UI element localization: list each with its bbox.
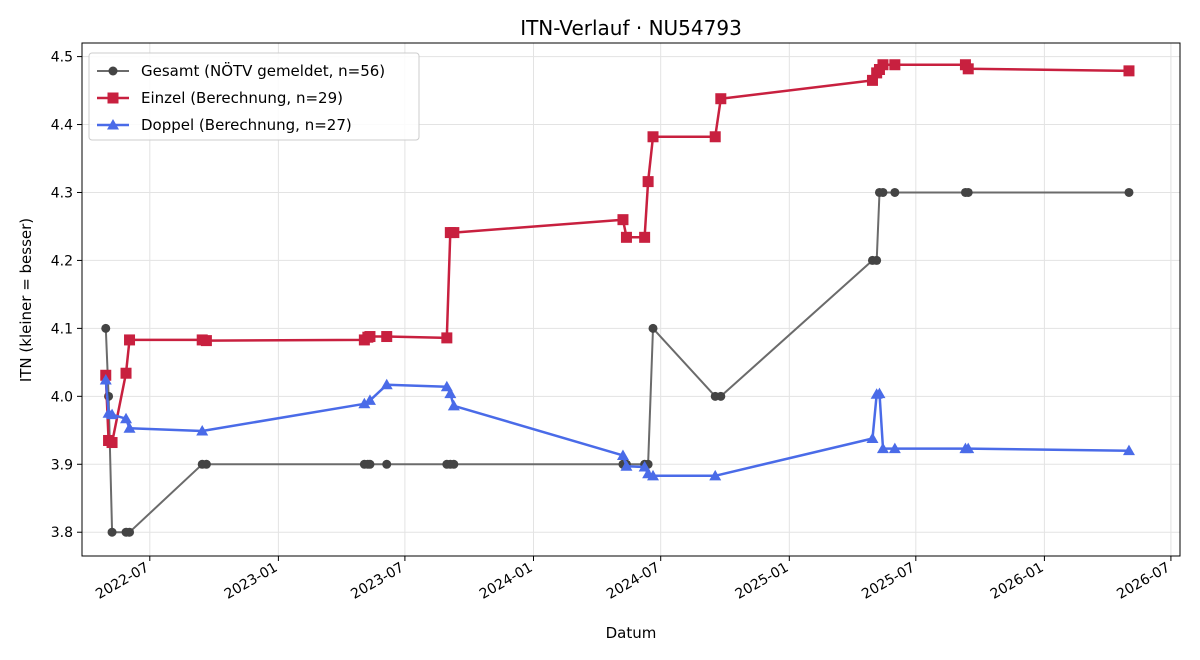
series-line bbox=[104, 379, 1130, 478]
data-point bbox=[709, 131, 721, 143]
data-point bbox=[365, 459, 375, 469]
data-point bbox=[107, 527, 117, 537]
series-3 bbox=[99, 374, 1135, 481]
legend-swatch-marker bbox=[107, 92, 119, 104]
data-point bbox=[106, 437, 118, 449]
y-tick-label: 3.8 bbox=[51, 525, 73, 541]
data-point bbox=[1124, 187, 1134, 197]
data-point bbox=[125, 527, 135, 537]
data-point bbox=[447, 399, 460, 411]
plot-frame bbox=[81, 42, 1181, 557]
y-tick-label: 4.1 bbox=[51, 321, 73, 337]
legend-swatch-marker bbox=[108, 66, 118, 76]
data-point bbox=[444, 387, 457, 399]
chart-title: ITN-Verlauf · NU54793 bbox=[520, 16, 742, 40]
data-point bbox=[647, 131, 659, 143]
data-point bbox=[639, 231, 651, 243]
data-point bbox=[358, 397, 371, 409]
data-point bbox=[962, 63, 974, 75]
data-point bbox=[123, 422, 136, 433]
data-point bbox=[380, 378, 393, 390]
y-tick-label: 3.9 bbox=[51, 457, 73, 473]
data-point bbox=[889, 59, 901, 71]
data-point bbox=[716, 391, 726, 401]
data-point bbox=[441, 332, 453, 344]
data-point bbox=[106, 408, 119, 420]
data-point bbox=[99, 374, 112, 385]
y-tick-label: 4.0 bbox=[51, 389, 73, 405]
series-2 bbox=[100, 59, 1135, 449]
y-tick-label: 4.4 bbox=[51, 118, 73, 134]
data-point bbox=[872, 255, 882, 265]
data-point bbox=[196, 424, 209, 436]
y-tick-label: 4.5 bbox=[51, 50, 73, 66]
data-point bbox=[1122, 444, 1135, 456]
data-series bbox=[99, 59, 1135, 537]
legend-box bbox=[88, 52, 420, 141]
data-point bbox=[381, 331, 393, 343]
data-point bbox=[616, 449, 629, 460]
data-point bbox=[878, 187, 888, 197]
y-axis-ticks: 3.8 3.9 4.0 4.1 4.2 4.3 4.4 4.5 bbox=[51, 50, 82, 541]
data-point bbox=[120, 412, 133, 424]
data-point bbox=[866, 74, 878, 86]
data-point bbox=[124, 334, 136, 346]
data-point bbox=[648, 323, 658, 333]
data-point bbox=[200, 335, 212, 347]
data-point bbox=[642, 176, 654, 188]
legend-entry-label: Doppel (Berechnung, n=27) bbox=[141, 116, 352, 134]
data-point bbox=[866, 432, 879, 443]
data-point bbox=[876, 442, 889, 454]
data-point bbox=[709, 469, 722, 481]
data-point bbox=[1123, 65, 1135, 77]
data-point bbox=[890, 187, 900, 197]
data-point bbox=[873, 387, 886, 399]
legend-entry-label: Gesamt (NÖTV gemeldet, n=56) bbox=[141, 61, 385, 80]
data-point bbox=[364, 331, 376, 343]
data-point bbox=[715, 93, 727, 105]
data-point bbox=[647, 469, 660, 481]
data-point bbox=[449, 459, 459, 469]
data-point bbox=[448, 227, 460, 239]
y-axis-label: ITN (kleiner = besser) bbox=[17, 218, 35, 382]
data-point bbox=[877, 59, 889, 71]
data-point bbox=[888, 442, 901, 454]
data-point bbox=[620, 231, 632, 243]
data-point bbox=[962, 442, 975, 454]
data-point bbox=[120, 367, 132, 379]
data-point bbox=[620, 460, 633, 471]
legend: Gesamt (NÖTV gemeldet, n=56) Einzel (Bere… bbox=[88, 52, 420, 141]
series-1 bbox=[101, 187, 1134, 537]
data-point bbox=[201, 459, 211, 469]
y-tick-label: 4.2 bbox=[51, 253, 73, 269]
data-point bbox=[363, 394, 376, 405]
legend-swatch-marker bbox=[107, 119, 119, 130]
data-point bbox=[617, 214, 629, 226]
x-axis-label: Datum bbox=[606, 624, 657, 642]
data-point bbox=[382, 459, 392, 469]
data-point bbox=[101, 323, 111, 333]
y-tick-label: 4.3 bbox=[51, 185, 73, 201]
legend-entry-label: Einzel (Berechnung, n=29) bbox=[141, 89, 343, 107]
data-point bbox=[963, 187, 973, 197]
